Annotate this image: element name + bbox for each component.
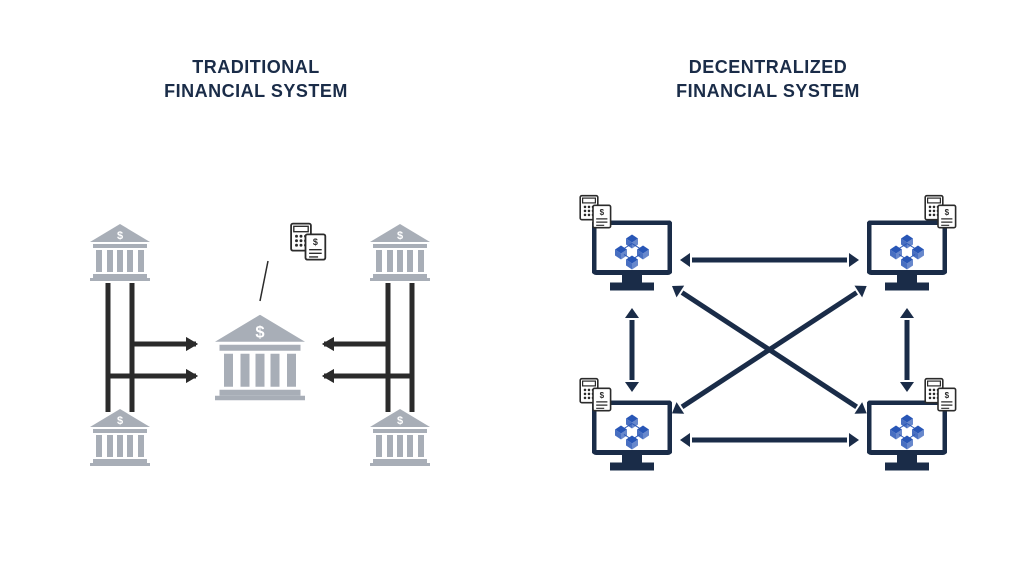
arrow-double xyxy=(658,272,881,427)
svg-text:$: $ xyxy=(600,391,605,400)
traditional-title-line2: FINANCIAL SYSTEM xyxy=(164,81,348,101)
svg-text:$: $ xyxy=(600,208,605,217)
svg-text:$: $ xyxy=(117,230,123,242)
traditional-diagram: $ $ $ $ xyxy=(0,140,512,520)
svg-text:$: $ xyxy=(397,230,403,242)
decentralized-title: DECENTRALIZED FINANCIAL SYSTEM xyxy=(512,55,1024,104)
ledger-icon: $ xyxy=(924,194,961,231)
central-bank: $ xyxy=(215,315,305,406)
arrow-double xyxy=(666,426,873,454)
svg-text:$: $ xyxy=(397,415,403,427)
ledger-icon: $ xyxy=(924,377,961,414)
peer-ledger-2: $ xyxy=(579,377,616,419)
branch-bank-3: $ xyxy=(370,409,430,471)
decentralized-diagram: $ $ $ $ xyxy=(512,140,1024,520)
arrow-double xyxy=(893,294,921,406)
decentralized-panel: DECENTRALIZED FINANCIAL SYSTEM xyxy=(512,0,1024,576)
central-ledger: $ xyxy=(289,222,330,268)
arrow-double xyxy=(666,246,873,274)
svg-text:$: $ xyxy=(313,237,318,247)
decentralized-title-line1: DECENTRALIZED xyxy=(689,57,848,77)
traditional-title-line1: TRADITIONAL xyxy=(192,57,319,77)
svg-text:$: $ xyxy=(255,323,264,341)
traditional-title: TRADITIONAL FINANCIAL SYSTEM xyxy=(0,55,512,104)
bank-icon: $ xyxy=(90,409,150,466)
branch-bank-0: $ xyxy=(90,224,150,286)
decentralized-title-line2: FINANCIAL SYSTEM xyxy=(676,81,860,101)
branch-bank-1: $ xyxy=(370,224,430,286)
peer-ledger-0: $ xyxy=(579,194,616,236)
peer-ledger-3: $ xyxy=(924,377,961,419)
ledger-icon: $ xyxy=(289,222,330,263)
arrow-double xyxy=(618,294,646,406)
svg-text:$: $ xyxy=(945,208,950,217)
bank-icon: $ xyxy=(215,315,305,401)
ledger-icon: $ xyxy=(579,194,616,231)
svg-text:$: $ xyxy=(945,391,950,400)
bank-icon: $ xyxy=(370,224,430,281)
svg-text:$: $ xyxy=(117,415,123,427)
ledger-icon: $ xyxy=(579,377,616,414)
bank-icon: $ xyxy=(370,409,430,466)
branch-bank-2: $ xyxy=(90,409,150,471)
bank-icon: $ xyxy=(90,224,150,281)
peer-ledger-1: $ xyxy=(924,194,961,236)
traditional-panel: TRADITIONAL FINANCIAL SYSTEM $ $ $ xyxy=(0,0,512,576)
